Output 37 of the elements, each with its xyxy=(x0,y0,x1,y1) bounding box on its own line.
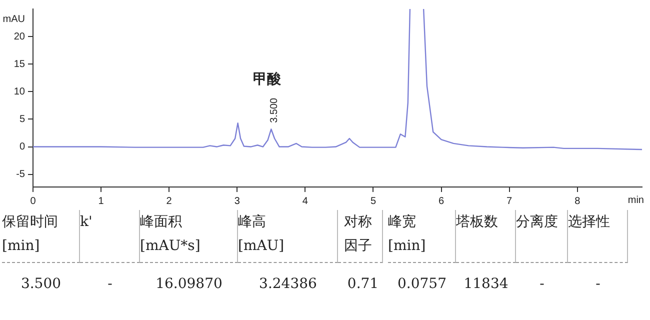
text: 0.0757 xyxy=(396,275,448,294)
x-tick-label: 1 xyxy=(98,196,104,207)
y-tick-label: 0 xyxy=(19,142,26,153)
x-tick-label: 7 xyxy=(506,196,513,207)
text: 峰面积 [mAU*s] xyxy=(140,210,238,263)
x-tick-label: 2 xyxy=(166,196,172,207)
text: 0.71 xyxy=(346,275,380,294)
y-tick-label: 5 xyxy=(19,114,26,125)
text: 16.09870 xyxy=(154,275,224,294)
text: - xyxy=(538,275,546,294)
text: 分离度 xyxy=(516,210,568,263)
text: 峰宽 [min] xyxy=(388,210,456,263)
x-tick-label: 5 xyxy=(370,196,376,207)
x-tick-label: 4 xyxy=(302,196,308,207)
y-tick-label: 20 xyxy=(14,31,26,42)
y-axis-title: mAU xyxy=(2,14,25,25)
x-tick-label: 8 xyxy=(574,196,581,207)
annotation: 3.500 xyxy=(268,97,280,123)
text: 保留时间 [min] xyxy=(2,210,80,263)
text: - xyxy=(594,275,602,294)
x-tick-label: 0 xyxy=(30,196,36,207)
x-axis-title: min xyxy=(628,194,644,206)
x-tick-label: 3 xyxy=(234,196,240,207)
annotation: 甲酸 xyxy=(253,72,282,88)
text: 11834 xyxy=(462,275,510,294)
x-tick-label: 6 xyxy=(438,196,444,207)
text: 3.24386 xyxy=(258,275,318,294)
text: - xyxy=(106,275,114,294)
y-tick-label: 15 xyxy=(14,58,26,70)
y-tick-label: -5 xyxy=(16,169,26,180)
text: k' xyxy=(80,210,140,263)
text: 塔板数 xyxy=(456,210,516,263)
text: 3.500 xyxy=(20,275,62,294)
text: 对称因子 xyxy=(338,210,383,263)
text: 峰高 [mAU] xyxy=(238,210,338,263)
text: 选择性 xyxy=(568,210,628,263)
y-tick-label: 10 xyxy=(14,86,26,98)
